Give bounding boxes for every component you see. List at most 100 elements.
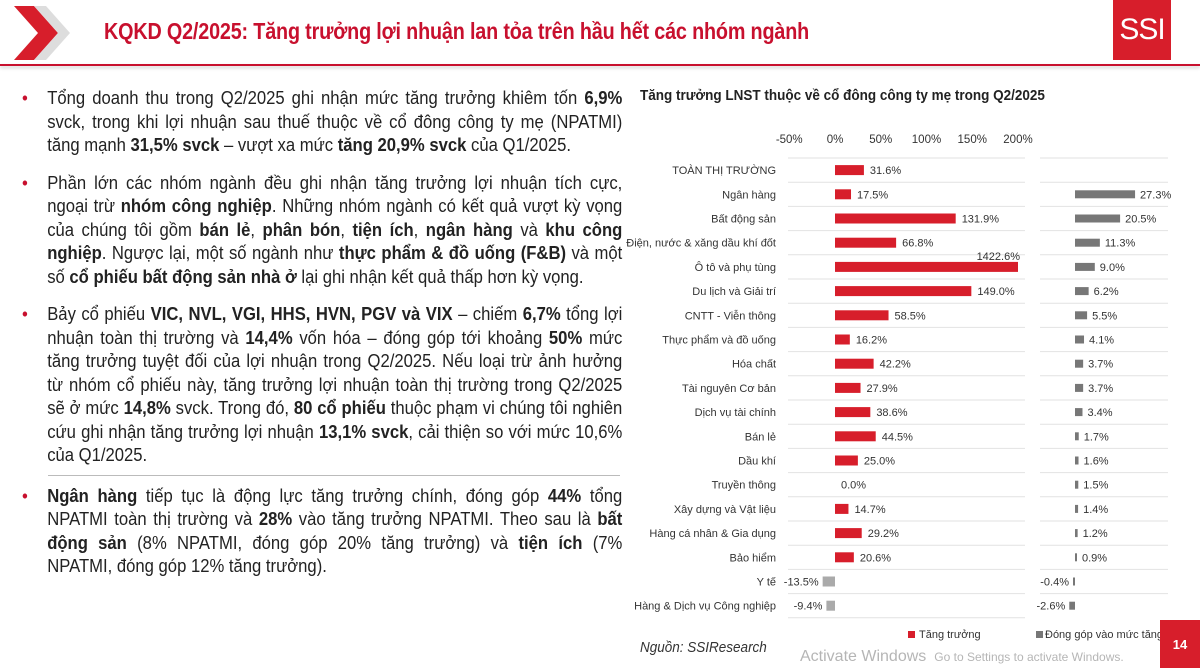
bold-text: 44%	[547, 484, 582, 506]
legend-swatch-growth	[908, 631, 915, 638]
contribution-value-label: 3.7%	[1088, 359, 1113, 371]
growth-bar	[835, 552, 854, 563]
contribution-value-label: 3.4%	[1087, 407, 1112, 419]
growth-bar	[835, 528, 862, 539]
contribution-value-label: -2.6%	[1037, 601, 1066, 613]
contribution-bar	[1075, 480, 1079, 489]
contribution-value-label: 5.5%	[1092, 310, 1117, 322]
bold-text: 13,1% svck	[318, 420, 409, 442]
bullet-paragraph: Ngân hàng tiếp tục là động lực tăng trưở…	[22, 484, 622, 578]
growth-value-label: 131.9%	[962, 214, 1000, 226]
text: . Ngược lại, một số ngành như	[101, 242, 339, 263]
contribution-bar	[1075, 529, 1078, 538]
bold-text: tăng 20,9% svck	[337, 134, 467, 155]
contribution-bar	[1075, 456, 1079, 465]
text: tiếp tục là động lực tăng trưởng chính, …	[137, 484, 548, 506]
contribution-value-label: 6.2%	[1094, 286, 1119, 298]
contribution-bar	[1075, 359, 1084, 368]
x-tick-label: -50%	[776, 134, 803, 146]
category-label: Hóa chất	[732, 359, 776, 371]
text: của Q1/2025.	[466, 134, 572, 155]
contribution-bar	[1075, 408, 1083, 417]
contribution-bar	[1075, 262, 1095, 271]
text: (8% NPATMI, đóng góp 20% tăng trưởng) và	[126, 531, 519, 553]
text: – vượt xa mức	[219, 134, 338, 155]
growth-value-label: 20.6%	[860, 552, 891, 564]
text: và	[512, 218, 546, 240]
growth-bar	[835, 382, 861, 393]
growth-value-label: 14.7%	[854, 504, 885, 516]
bold-text: tiện ích	[352, 218, 414, 240]
bold-text: 50%	[548, 326, 583, 348]
growth-bar	[835, 189, 852, 200]
text: Phần lớn các nhóm ngành đều ghi nhận tăn…	[47, 171, 623, 217]
contribution-value-label: 20.5%	[1125, 214, 1156, 226]
x-tick-label: 150%	[958, 134, 987, 146]
source-note: Nguồn: SSIResearch	[640, 639, 767, 656]
bold-text: 31,5% svck	[130, 134, 220, 155]
growth-value-label: 0.0%	[841, 480, 866, 492]
growth-value-label: 38.6%	[876, 407, 907, 419]
bullet-paragraph: Bảy cổ phiếu VIC, NVL, VGI, HHS, HVN, PG…	[22, 302, 622, 467]
bold-text: 28%	[258, 508, 293, 529]
growth-bar	[822, 576, 835, 587]
text: ,	[413, 218, 426, 240]
growth-bar	[835, 431, 876, 442]
section-divider	[48, 474, 620, 476]
growth-value-label: -9.4%	[794, 601, 823, 613]
bold-text: 14,4%	[245, 326, 293, 348]
bullet-paragraph: Phần lớn các nhóm ngành đều ghi nhận tăn…	[22, 171, 622, 289]
header-divider	[0, 64, 1200, 66]
growth-bar	[826, 600, 835, 611]
growth-bar	[835, 237, 897, 248]
category-label: Bảo hiểm	[730, 552, 776, 564]
category-label: Hàng & Dịch vụ Công nghiệp	[634, 601, 776, 613]
contribution-value-label: 9.0%	[1100, 262, 1125, 274]
growth-bar	[835, 407, 871, 418]
text: vốn hóa – đóng góp tới khoảng	[292, 326, 549, 348]
text: svck. Trong đó,	[170, 397, 294, 418]
growth-bar	[835, 310, 889, 321]
text: , cải thiện so với mức 10,6% của Q1/2025…	[47, 420, 623, 466]
page-number: 14	[1160, 620, 1200, 668]
contribution-bar	[1075, 287, 1089, 296]
growth-bar	[835, 213, 956, 224]
text: tổng NPATMI toàn thị trường và	[47, 484, 623, 530]
text: mức tăng trưởng tuyệt đối của lợi nhuận …	[47, 326, 623, 419]
legend-label-growth: Tăng trưởng	[919, 629, 981, 641]
text: ,	[250, 218, 263, 240]
bold-text: Ngân hàng	[47, 484, 138, 506]
category-label: Truyền thông	[712, 480, 776, 492]
contribution-bar	[1075, 311, 1088, 320]
growth-value-label: 31.6%	[870, 165, 901, 177]
category-label: CNTT - Viễn thông	[685, 309, 776, 322]
text: thuộc phạm vi chúng tôi nghiên cứu ghi n…	[47, 397, 623, 442]
text: Bảy cổ phiếu	[47, 303, 151, 324]
contribution-bar	[1073, 577, 1075, 586]
bold-text: thực phẩm & đồ uống (F&B)	[338, 242, 567, 263]
contribution-value-label: 0.9%	[1082, 552, 1107, 564]
growth-value-label: 42.2%	[880, 359, 911, 371]
contribution-bar	[1075, 504, 1079, 513]
contribution-bar	[1075, 383, 1084, 392]
contribution-bar	[1075, 335, 1085, 344]
contribution-value-label: 3.7%	[1088, 383, 1113, 395]
growth-value-label: 1422.6%	[977, 251, 1021, 263]
bold-text: bất động sản	[47, 508, 623, 553]
category-label: TOÀN THỊ TRƯỜNG	[672, 164, 776, 177]
chevron-logo-icon	[14, 6, 70, 60]
chart-title: Tăng trưởng LNST thuộc về cổ đông công t…	[640, 87, 1045, 104]
text: ,	[340, 218, 353, 240]
contribution-value-label: 27.3%	[1140, 189, 1171, 201]
bold-text: 6,7%	[522, 303, 561, 324]
contribution-value-label: 1.4%	[1083, 504, 1108, 516]
category-label: Xây dựng và Vật liệu	[674, 504, 776, 516]
category-label: Tài nguyên Cơ bản	[682, 383, 776, 395]
bold-text: 14,8%	[123, 397, 171, 418]
x-tick-label: 0%	[827, 134, 844, 146]
contribution-value-label: 11.3%	[1105, 238, 1136, 250]
growth-value-label: -13.5%	[784, 577, 819, 589]
legend-swatch-contribution	[1036, 631, 1043, 638]
growth-bar	[835, 455, 858, 466]
growth-value-label: 16.2%	[856, 335, 887, 347]
